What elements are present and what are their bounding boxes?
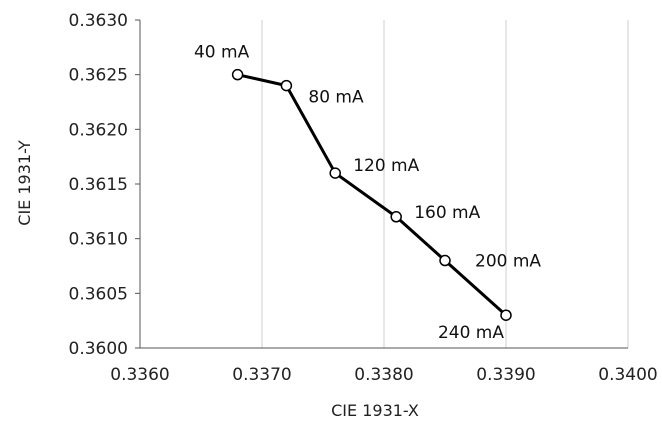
- data-point: [281, 81, 291, 91]
- y-tick-label: 0.3620: [69, 120, 128, 140]
- x-tick-labels: 0.3360 0.3370 0.3380 0.3390 0.3400: [110, 365, 657, 385]
- data-label: 80 mA: [308, 88, 364, 108]
- data-point: [330, 168, 340, 178]
- x-tick-label: 0.3390: [476, 365, 535, 385]
- y-tick-labels: 0.3600 0.3605 0.3610 0.3615 0.3620 0.3625 0.36…: [69, 11, 128, 359]
- grid: [140, 20, 628, 348]
- data-label: 160 mA: [414, 203, 480, 223]
- y-tick-label: 0.3630: [69, 11, 128, 31]
- y-tick-label: 0.3625: [69, 66, 128, 86]
- data-label: 240 mA: [438, 323, 504, 343]
- x-tick-label: 0.3370: [232, 365, 291, 385]
- data-point: [391, 212, 401, 222]
- data-label: 40 mA: [194, 43, 250, 63]
- x-tick-label: 0.3400: [598, 365, 657, 385]
- x-axis-label: CIE 1931-X: [331, 401, 419, 420]
- y-tick-label: 0.3610: [69, 230, 128, 250]
- data-point: [501, 310, 511, 320]
- y-tick-label: 0.3600: [69, 339, 128, 359]
- point-labels: 40 mA 80 mA 120 mA 160 mA 200 mA 240 mA: [194, 43, 541, 344]
- series-line: [238, 75, 506, 316]
- data-label: 200 mA: [475, 252, 541, 272]
- axes: [135, 20, 628, 348]
- data-point: [440, 256, 450, 266]
- y-tick-label: 0.3615: [69, 175, 128, 195]
- y-axis-label: CIE 1931-Y: [15, 140, 34, 226]
- data-label: 120 mA: [353, 156, 419, 176]
- y-tick-label: 0.3605: [69, 284, 128, 304]
- x-tick-label: 0.3360: [110, 365, 169, 385]
- data-series: [233, 70, 511, 321]
- data-point: [233, 70, 243, 80]
- x-tick-label: 0.3380: [354, 365, 413, 385]
